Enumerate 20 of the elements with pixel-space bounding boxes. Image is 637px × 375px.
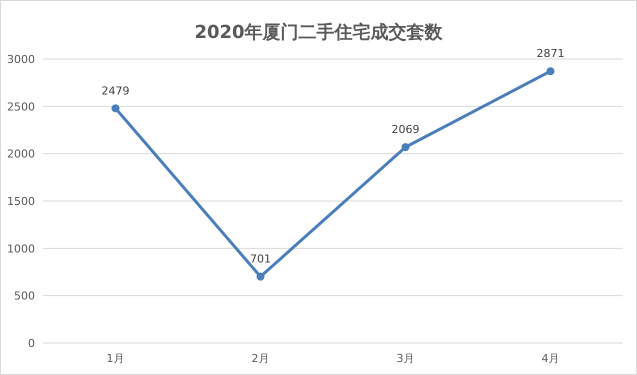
y-tick-label: 2500 [7,100,35,114]
data-label: 2069 [392,123,420,136]
chart-title: 2020年厦门二手住宅成交套数 [194,22,444,43]
y-tick-label: 3000 [7,53,35,66]
y-tick-label: 1000 [7,242,35,256]
data-label: 701 [250,252,271,266]
point [546,67,554,76]
x-tick-label: 2月 [252,352,270,365]
x-tick-label: 3月 [396,352,414,365]
data-label: 2479 [102,84,130,98]
x-tick-label: 1月 [106,352,124,365]
x-tick-label: 4月 [542,352,560,365]
point [402,143,410,152]
y-tick-label: 1500 [7,195,35,208]
y-tick-label: 0 [28,337,35,350]
y-tick-label: 500 [14,290,35,303]
point [112,104,120,112]
point [256,272,264,281]
data-label: 2871 [536,47,564,60]
y-tick-label: 2000 [7,148,35,161]
